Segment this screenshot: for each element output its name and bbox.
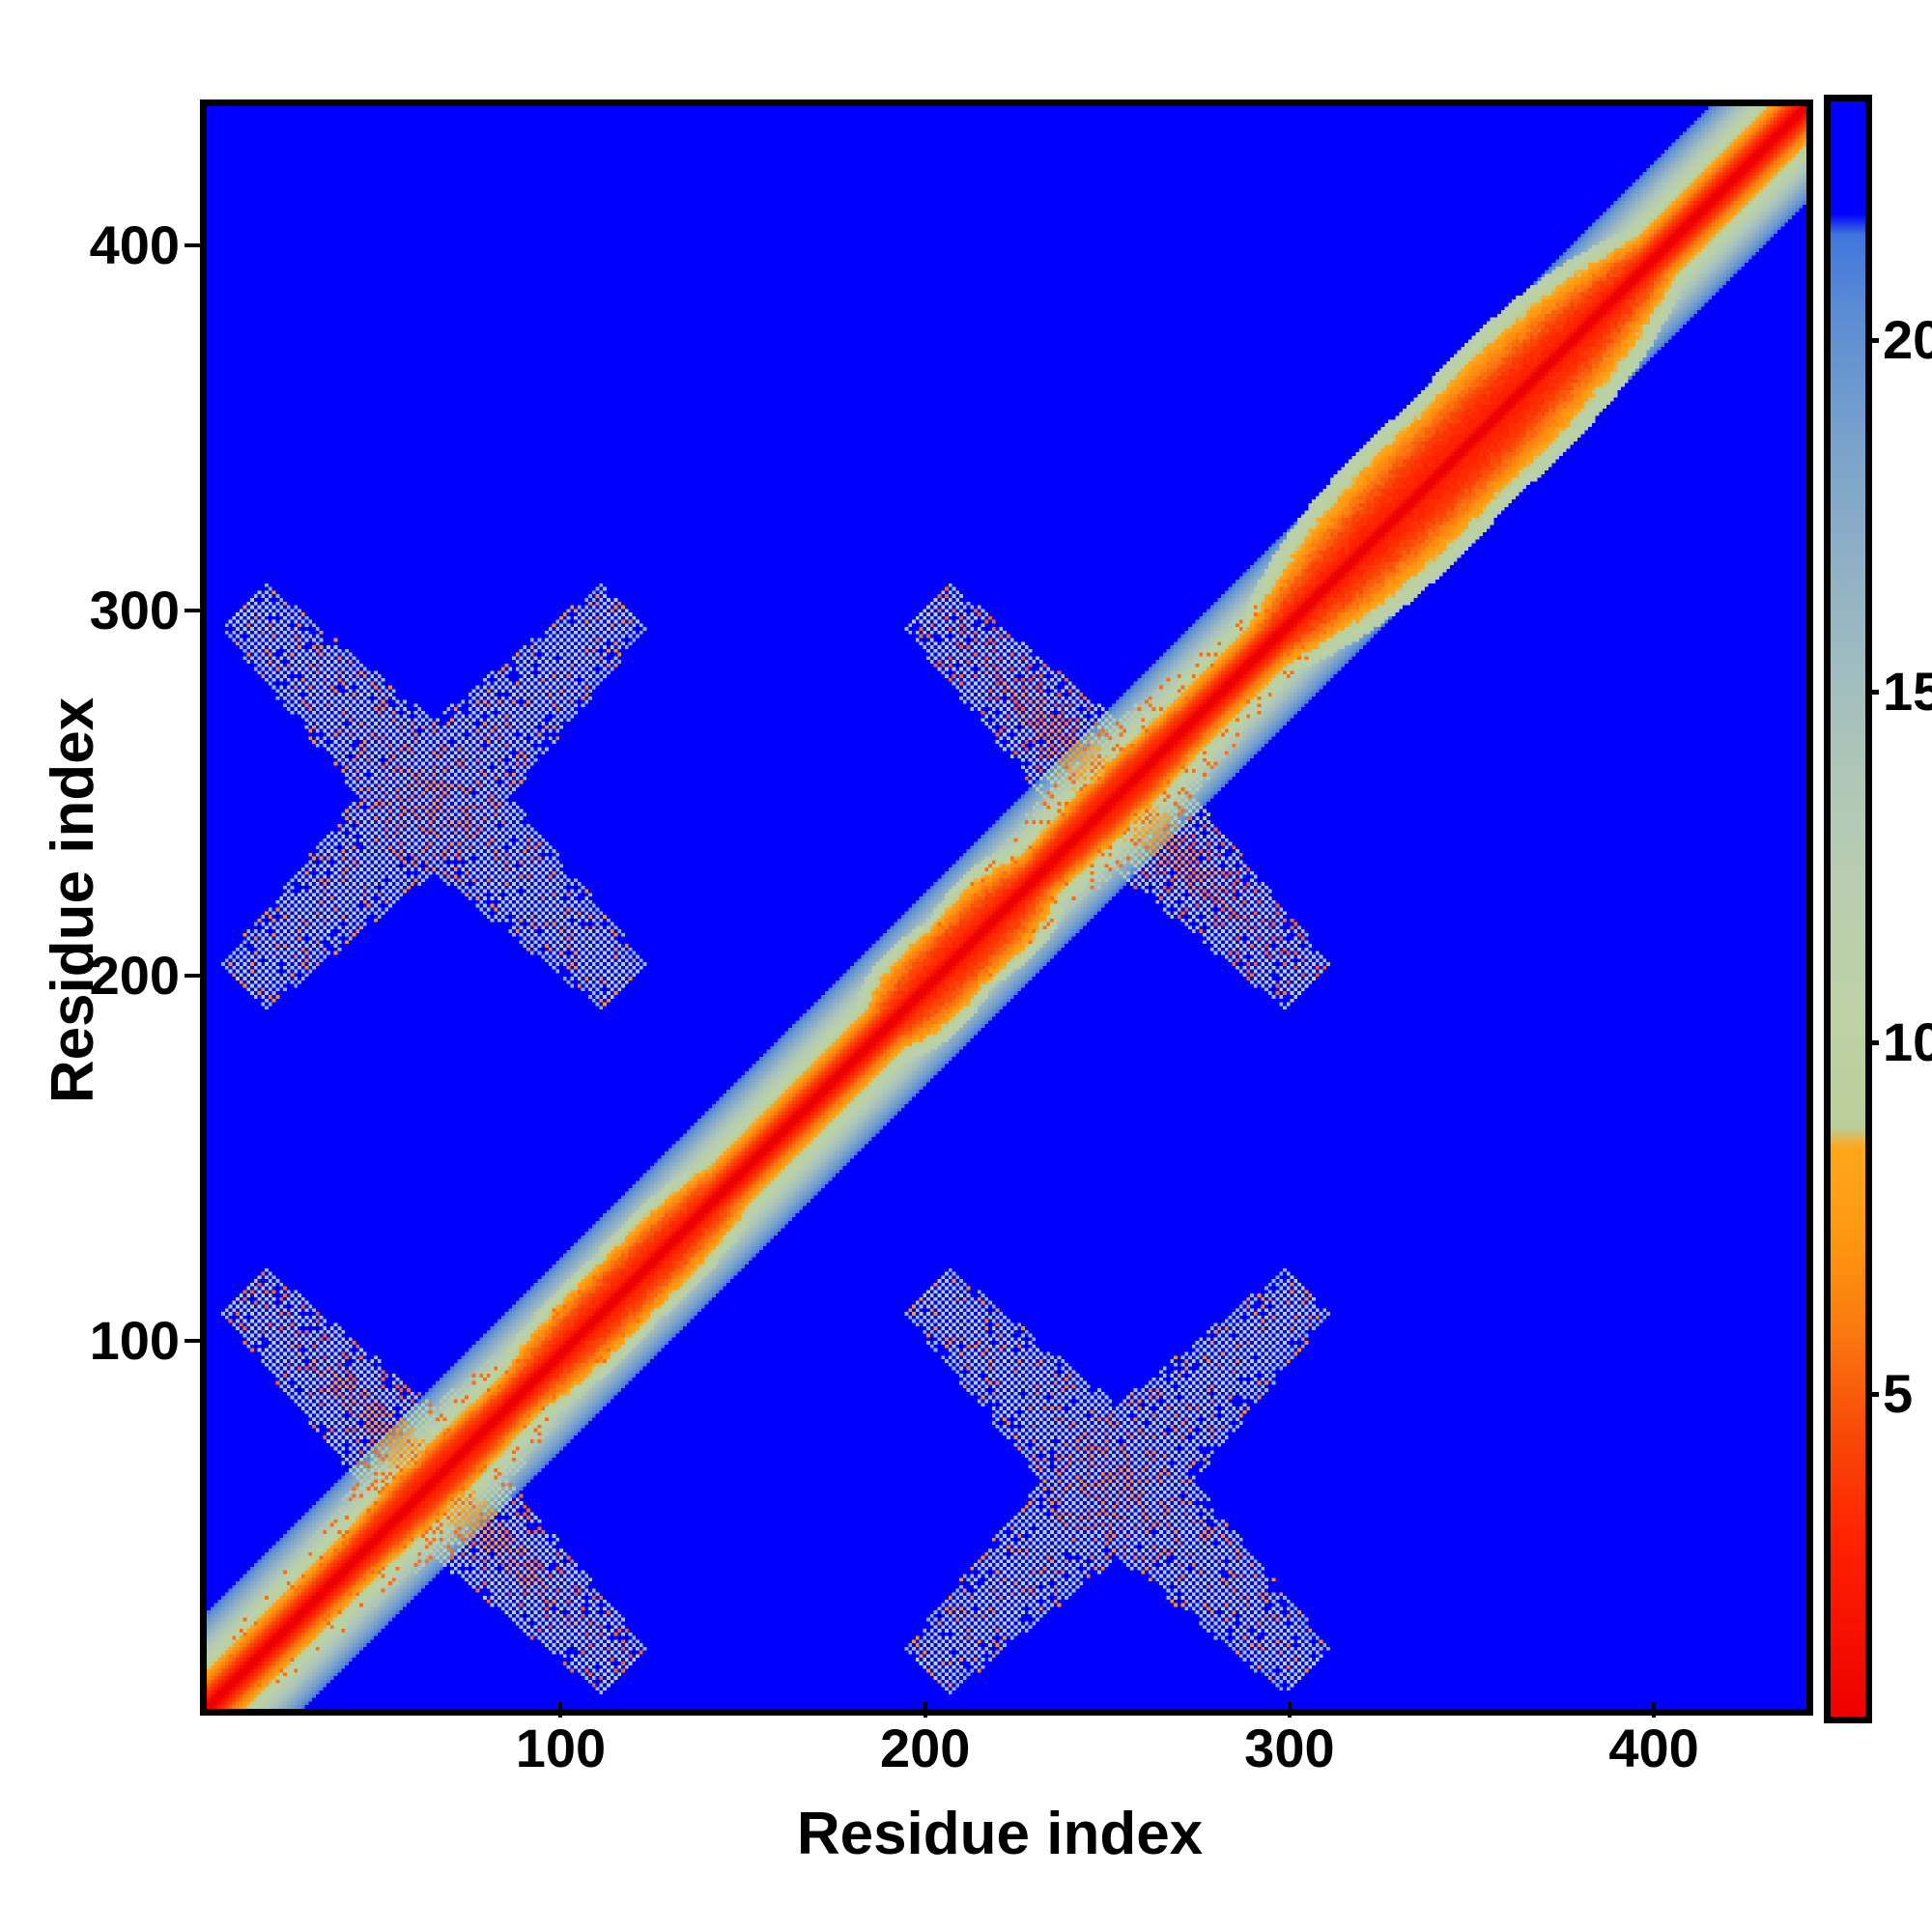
y-tick-label: 200: [89, 944, 180, 1006]
x-tick-mark: [558, 1702, 563, 1718]
x-tick-label: 400: [1608, 1718, 1699, 1778]
x-tick-mark: [923, 1702, 927, 1718]
y-tick-mark: [185, 243, 200, 248]
colorbar-tick-mark: [1865, 689, 1879, 695]
y-axis-title: Residue index: [40, 696, 106, 1104]
contact-map-plot-area: [200, 99, 1813, 1716]
y-tick-mark: [185, 973, 200, 978]
y-tick-label: 400: [89, 214, 180, 276]
y-tick-label: 300: [89, 580, 180, 641]
x-tick-mark: [1652, 1702, 1657, 1718]
x-axis-title: Residue index: [796, 1801, 1204, 1867]
x-tick-label: 300: [1244, 1718, 1335, 1778]
x-tick-label: 100: [515, 1718, 607, 1778]
colorbar-tick-mark: [1865, 1040, 1879, 1046]
colorbar: [1824, 95, 1872, 1723]
x-tick-mark: [1287, 1702, 1292, 1718]
colorbar-tick-label: 20: [1883, 309, 1932, 371]
colorbar-gradient: [1831, 101, 1865, 1717]
y-tick-mark: [185, 609, 200, 613]
colorbar-tick-label: 10: [1883, 1011, 1932, 1073]
colorbar-tick-mark: [1865, 338, 1879, 344]
colorbar-tick-mark: [1865, 1391, 1879, 1397]
colorbar-tick-label: 15: [1883, 660, 1932, 722]
contact-map-heatmap: [207, 106, 1806, 1709]
y-tick-label: 100: [89, 1309, 180, 1371]
x-tick-label: 200: [879, 1718, 971, 1778]
y-tick-mark: [185, 1338, 200, 1343]
colorbar-tick-label: 5: [1883, 1362, 1914, 1424]
